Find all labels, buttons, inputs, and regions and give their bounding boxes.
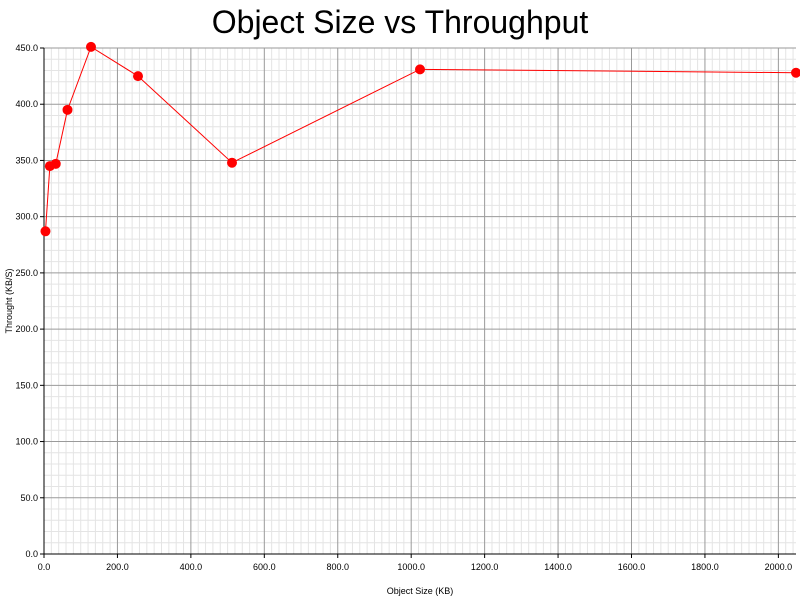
y-tick-label: 150.0 [15,380,38,390]
y-tick-label: 200.0 [15,324,38,334]
data-point [227,157,237,168]
y-tick-label: 0.0 [25,549,38,559]
x-tick-label: 0.0 [38,562,51,572]
data-point [50,158,61,169]
series-line [44,46,797,232]
x-tick-label: 200.0 [106,562,129,572]
data-point [40,226,51,237]
x-axis-ticks: 0.0 200.0 400.0 600.0 800.0 1000.0 1200.0 1400.… [38,554,792,572]
y-axis-label: Throught (KB/S) [4,268,14,333]
data-point [133,71,143,82]
y-tick-label: 300.0 [15,212,38,222]
data-point [415,64,425,75]
x-axis-label: Object Size (KB) [387,586,454,596]
data-point [791,67,800,78]
series-layer [40,41,800,237]
y-tick-label: 50.0 [20,493,38,503]
minor-gridlines [44,48,796,554]
x-tick-label: 600.0 [253,562,276,572]
x-tick-label: 1600.0 [618,562,646,572]
y-axis-ticks: 0.0 50.0 100.0 150.0 200.0 250.0 300.0 350.0 400… [15,43,44,559]
y-tick-label: 450.0 [15,43,38,53]
x-tick-label: 2000.0 [765,562,793,572]
axes [43,48,796,555]
y-tick-label: 350.0 [15,155,38,165]
chart-title: Object Size vs Throughput [211,4,589,40]
x-tick-label: 400.0 [180,562,203,572]
y-tick-label: 400.0 [15,99,38,109]
x-tick-label: 1200.0 [471,562,499,572]
y-tick-label: 250.0 [15,268,38,278]
x-tick-label: 800.0 [326,562,349,572]
x-tick-label: 1800.0 [691,562,719,572]
x-tick-label: 1000.0 [397,562,425,572]
data-point [62,104,73,115]
data-point [86,41,96,52]
x-tick-label: 1400.0 [544,562,572,572]
y-tick-label: 100.0 [15,437,38,447]
